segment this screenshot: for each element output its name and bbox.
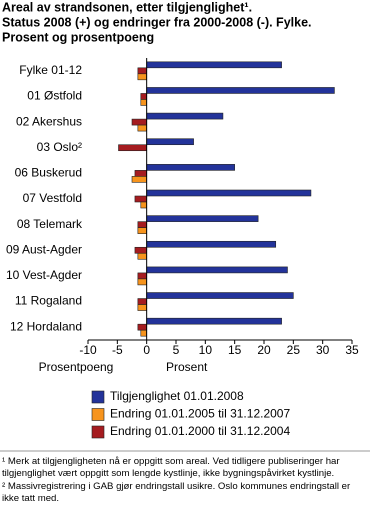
footnote: ² Massivregistrering i GAB gjør endrings… xyxy=(2,481,351,504)
x-tick-label: 5 xyxy=(173,343,180,357)
bar xyxy=(137,67,147,75)
bar xyxy=(137,272,147,280)
bar xyxy=(140,99,147,106)
bar xyxy=(140,93,147,100)
bar xyxy=(146,87,335,94)
y-tick-label: 01 Østfold xyxy=(27,89,82,103)
bar xyxy=(137,323,147,331)
chart: Areal av strandsonen, etter tilgjengligh… xyxy=(0,0,370,452)
bar xyxy=(140,201,147,209)
bar xyxy=(131,176,147,183)
x-tick-label: 15 xyxy=(228,343,242,357)
chart-title: Areal av strandsonen, etter tilgjengligh… xyxy=(2,0,252,14)
bar xyxy=(146,240,277,248)
y-tick-label: Fylke 01-12 xyxy=(19,63,82,77)
bar xyxy=(118,144,147,152)
y-tick-label: 07 Vestfold xyxy=(23,191,82,205)
legend-swatch xyxy=(91,425,105,439)
bar xyxy=(134,246,147,254)
bar xyxy=(137,124,147,132)
bar xyxy=(137,252,147,260)
x-tick-label: 10 xyxy=(199,343,213,357)
y-tick-label: 03 Oslo² xyxy=(37,140,82,154)
bar xyxy=(137,73,147,81)
bar xyxy=(146,292,294,299)
y-tick-label: 09 Aust-Agder xyxy=(6,242,82,256)
y-tick-label: 10 Vest-Agder xyxy=(6,268,82,282)
legend-swatch xyxy=(91,408,105,421)
y-tick-label: 06 Buskerud xyxy=(15,166,82,180)
x-tick-label: 20 xyxy=(257,343,271,357)
bar xyxy=(140,329,147,337)
bar xyxy=(146,317,282,325)
bar xyxy=(146,61,282,69)
x-axis-label: Prosentpoeng xyxy=(39,360,114,374)
legend-label: Endring 01.01.2000 til 31.12.2004 xyxy=(110,424,290,438)
bar xyxy=(146,189,312,197)
y-tick-label: 11 Rogaland xyxy=(15,294,82,308)
bar xyxy=(146,266,288,274)
bar xyxy=(134,195,147,203)
bar xyxy=(134,170,147,177)
bar xyxy=(137,298,147,305)
y-tick-label: 08 Telemark xyxy=(17,217,83,231)
x-tick-label: 25 xyxy=(287,343,301,357)
bar xyxy=(146,138,194,146)
x-tick-label: -10 xyxy=(79,343,97,357)
chart-title: Status 2008 (+) og endringer fra 2000-20… xyxy=(2,15,312,29)
bar xyxy=(137,304,147,311)
x-tick-label: 30 xyxy=(316,343,330,357)
x-tick-label: -5 xyxy=(112,343,123,357)
bar xyxy=(146,164,235,171)
legend-swatch xyxy=(91,390,105,404)
bar xyxy=(137,227,147,234)
y-tick-label: 02 Akershus xyxy=(16,114,82,128)
legend-label: Tilgjenglighet 01.01.2008 xyxy=(110,389,244,403)
x-tick-label: 0 xyxy=(143,343,150,357)
chart-title: Prosent og prosentpoeng xyxy=(2,30,154,44)
x-tick-label: 35 xyxy=(345,343,359,357)
legend-label: Endring 01.01.2005 til 31.12.2007 xyxy=(110,407,290,421)
footnote: ¹ Merk at tilgjengligheten nå er oppgitt… xyxy=(2,456,340,479)
bar xyxy=(131,118,147,126)
bar xyxy=(137,221,147,228)
x-axis-label: Prosent xyxy=(166,360,208,374)
footnotes: ¹ Merk at tilgjengligheten nå er oppgitt… xyxy=(2,456,366,506)
bar xyxy=(146,215,259,222)
bar xyxy=(137,278,147,286)
y-tick-label: 12 Hordaland xyxy=(10,319,82,333)
bar xyxy=(146,112,224,120)
